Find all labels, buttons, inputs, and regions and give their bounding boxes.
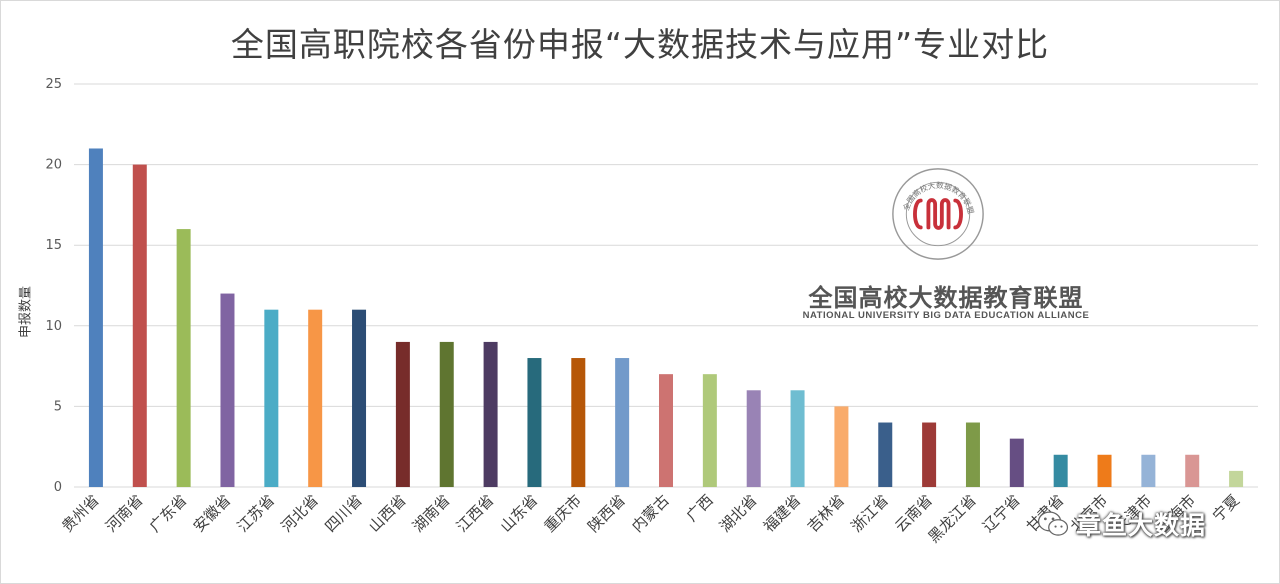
y-tick-label: 20	[45, 158, 62, 173]
x-tick-label: 山东省	[497, 491, 542, 536]
bar	[220, 293, 235, 487]
x-tick-label: 湖南省	[409, 491, 454, 536]
bar	[395, 341, 410, 487]
alliance-name-cn: 全国高校大数据教育联盟	[808, 284, 1084, 312]
bar	[132, 164, 147, 487]
y-tick-label: 25	[45, 77, 62, 92]
x-tick-label: 内蒙古	[628, 491, 673, 536]
bar	[176, 229, 191, 487]
x-tick-label: 河北省	[277, 491, 322, 536]
wechat-icon	[1037, 511, 1069, 536]
bar	[965, 422, 980, 487]
x-tick-label: 湖北省	[716, 491, 761, 536]
bar	[1185, 454, 1200, 487]
x-tick-label: 四川省	[321, 491, 366, 536]
y-tick-label: 10	[45, 319, 62, 334]
bar	[1229, 470, 1244, 487]
watermark-text: 章鱼大数据	[1076, 511, 1207, 540]
x-tick-label: 广东省	[146, 491, 191, 536]
wechat-watermark: 章鱼大数据	[1036, 504, 1206, 544]
bar	[352, 309, 367, 487]
bar	[308, 309, 323, 487]
bar	[702, 374, 717, 487]
bar	[834, 406, 849, 487]
y-tick-label: 0	[54, 480, 62, 495]
bar	[1141, 454, 1156, 487]
bar	[527, 358, 542, 487]
x-tick-label: 江苏省	[234, 491, 279, 536]
svg-text:全国高校大数据教育联盟: 全国高校大数据教育联盟	[901, 180, 976, 215]
bar	[1097, 454, 1112, 487]
bar	[571, 358, 586, 487]
chart-title: 全国高职院校各省份申报“大数据技术与应用”专业对比	[230, 25, 1050, 64]
bar	[922, 422, 937, 487]
x-tick-label: 河南省	[102, 491, 147, 536]
seal-text: 全国高校大数据教育联盟	[901, 180, 976, 215]
x-tick-label: 陕西省	[584, 491, 629, 536]
y-tick-label: 15	[45, 238, 62, 253]
y-tick-label: 5	[54, 399, 62, 414]
bar	[615, 358, 630, 487]
bar	[746, 390, 761, 487]
x-tick-label: 安徽省	[190, 491, 235, 536]
bar	[88, 148, 103, 488]
bar	[1009, 438, 1024, 487]
x-tick-label: 吉林省	[804, 491, 849, 536]
x-tick-label: 宁夏	[1209, 491, 1243, 525]
x-tick-label: 山西省	[365, 491, 410, 536]
bar	[790, 390, 805, 487]
bar	[264, 309, 279, 487]
x-tick-label: 浙江省	[848, 491, 893, 536]
bar	[659, 374, 673, 487]
x-tick-label: 福建省	[760, 491, 805, 536]
x-tick-label: 广西	[683, 491, 717, 525]
x-tick-label: 贵州省	[58, 491, 103, 536]
alliance-seal-icon: 全国高校大数据教育联盟	[892, 168, 984, 260]
bar	[878, 422, 893, 487]
alliance-name-en: NATIONAL UNIVERSITY BIG DATA EDUCATION A…	[802, 310, 1090, 321]
alliance-logo: 全国高校大数据教育联盟 全国高校大数据教育联盟 NATIONAL UNIVERS…	[786, 160, 1116, 330]
x-tick-label: 重庆市	[541, 491, 586, 536]
bar	[1053, 454, 1068, 487]
y-axis-label: 申报数量	[18, 285, 34, 339]
x-tick-label: 黑龙江省	[925, 491, 980, 546]
x-tick-label: 辽宁省	[979, 491, 1024, 536]
bar	[483, 341, 498, 487]
x-tick-label: 江西省	[453, 491, 498, 536]
bar	[439, 341, 454, 487]
